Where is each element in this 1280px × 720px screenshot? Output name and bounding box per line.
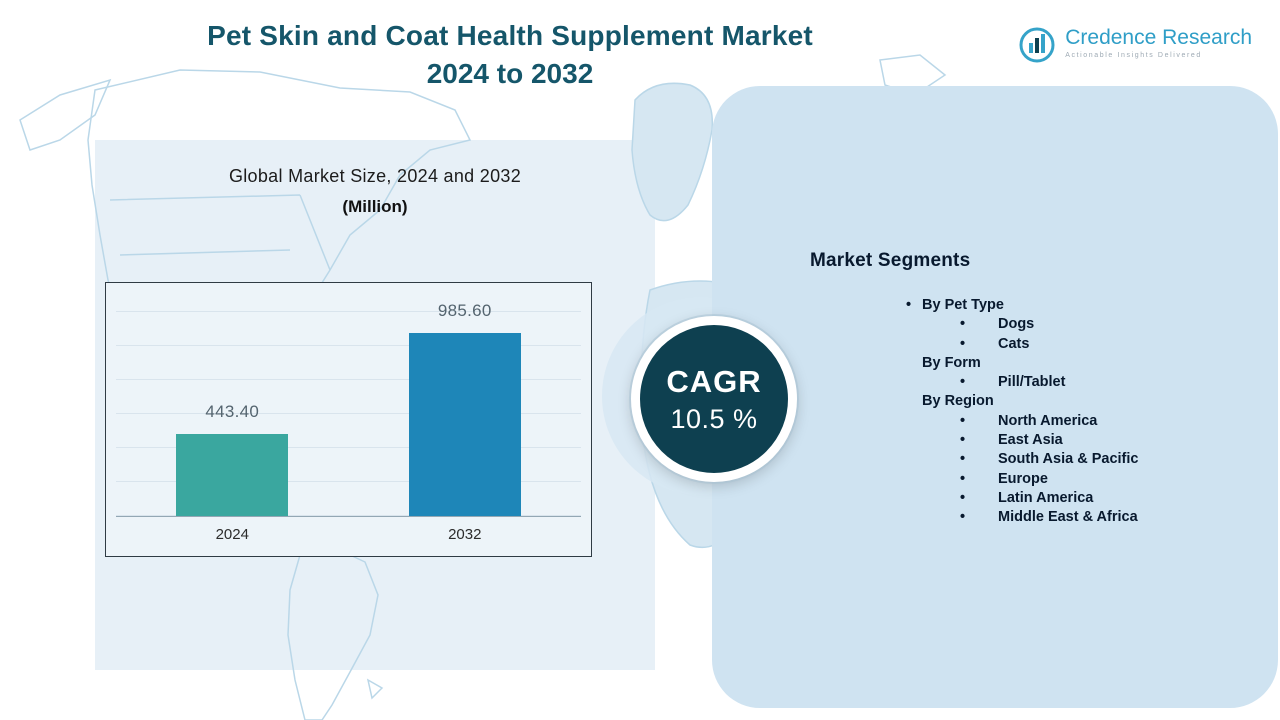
segment-item: By Region [900,392,1260,411]
bullet-icon: • [960,451,966,468]
chart-title: Global Market Size, 2024 and 2032 [228,166,522,186]
segment-item: • East Asia [900,431,1260,450]
segment-label: Pill/Tablet [998,374,1066,391]
segment-item: • Europe [900,470,1260,489]
segment-item: • Dogs [900,315,1260,334]
cagr-badge: CAGR 10.5 % [631,316,797,482]
segment-label: North America [998,412,1098,429]
bullet-icon: • [960,412,966,429]
bullet-icon: • [960,316,966,333]
segment-label: By Region [922,393,994,410]
page-title-line2: 2024 to 2032 [426,58,594,89]
bullet-icon: • [960,374,966,391]
segment-item: • Pill/Tablet [900,373,1260,392]
page-title: Pet Skin and Coat Health Supplement Mark… [130,20,890,90]
segment-item: • Cats [900,335,1260,354]
segment-item: • By Pet Type [900,296,1260,315]
segment-label: Cats [998,335,1030,352]
segments-heading: Market Segments [810,250,971,271]
chart-subtitle: (Million) [342,197,408,216]
x-axis-labels: 2024 2032 [116,517,581,543]
bar [176,434,289,516]
bar-value-label: 443.40 [205,402,260,421]
segments-list: • By Pet Type • Dogs • Cats By Form • Pill/Table… [900,296,1260,528]
segment-label: East Asia [998,432,1063,449]
cagr-label: CAGR [666,363,762,399]
segment-label: By Pet Type [922,297,1004,313]
x-axis-label: 2024 [215,526,249,543]
page-title-line1: Pet Skin and Coat Health Supplement Mark… [207,20,813,51]
market-segments-panel: Market Segments • By Pet Type • Dogs • Cats By… [712,86,1278,708]
brand-logo-text: Credence Research Actionable Insights De… [1065,26,1252,59]
segment-item: • North America [900,412,1260,431]
segment-label: South Asia & Pacific [998,451,1139,468]
segment-label: Middle East & Africa [998,509,1138,526]
bar [408,333,521,516]
segment-label: Latin America [998,489,1094,506]
brand-tagline: Actionable Insights Delivered [1065,52,1202,60]
bullet-icon: • [960,489,966,506]
bullet-icon: • [960,509,966,526]
bar-chart: 443.40 985.60 2024 2032 [105,282,592,557]
chart-title-block: Global Market Size, 2024 and 2032 (Milli… [130,166,620,217]
brand-logo-icon [1018,26,1056,69]
segment-item: By Form [900,354,1260,373]
segment-label: Europe [998,470,1048,487]
cagr-value: 10.5 % [670,403,758,434]
segment-label: By Form [922,354,981,371]
bar-group: 985.60 [349,301,582,516]
bullet-icon: • [960,335,966,352]
segment-item: • South Asia & Pacific [900,450,1260,469]
segment-item: • Latin America [900,489,1260,508]
brand-name: Credence Research [1065,26,1252,49]
brand-logo: Credence Research Actionable Insights De… [1018,26,1252,69]
bullet-icon: • [906,297,912,313]
bar-value-label: 985.60 [437,301,492,320]
x-axis-label: 2032 [448,526,482,543]
segment-label: Dogs [998,316,1035,333]
bar-plot: 443.40 985.60 [116,283,581,517]
bullet-icon: • [960,470,966,487]
bullet-icon: • [960,432,966,449]
segment-item: • Middle East & Africa [900,508,1260,527]
bar-group: 443.40 [116,402,349,516]
